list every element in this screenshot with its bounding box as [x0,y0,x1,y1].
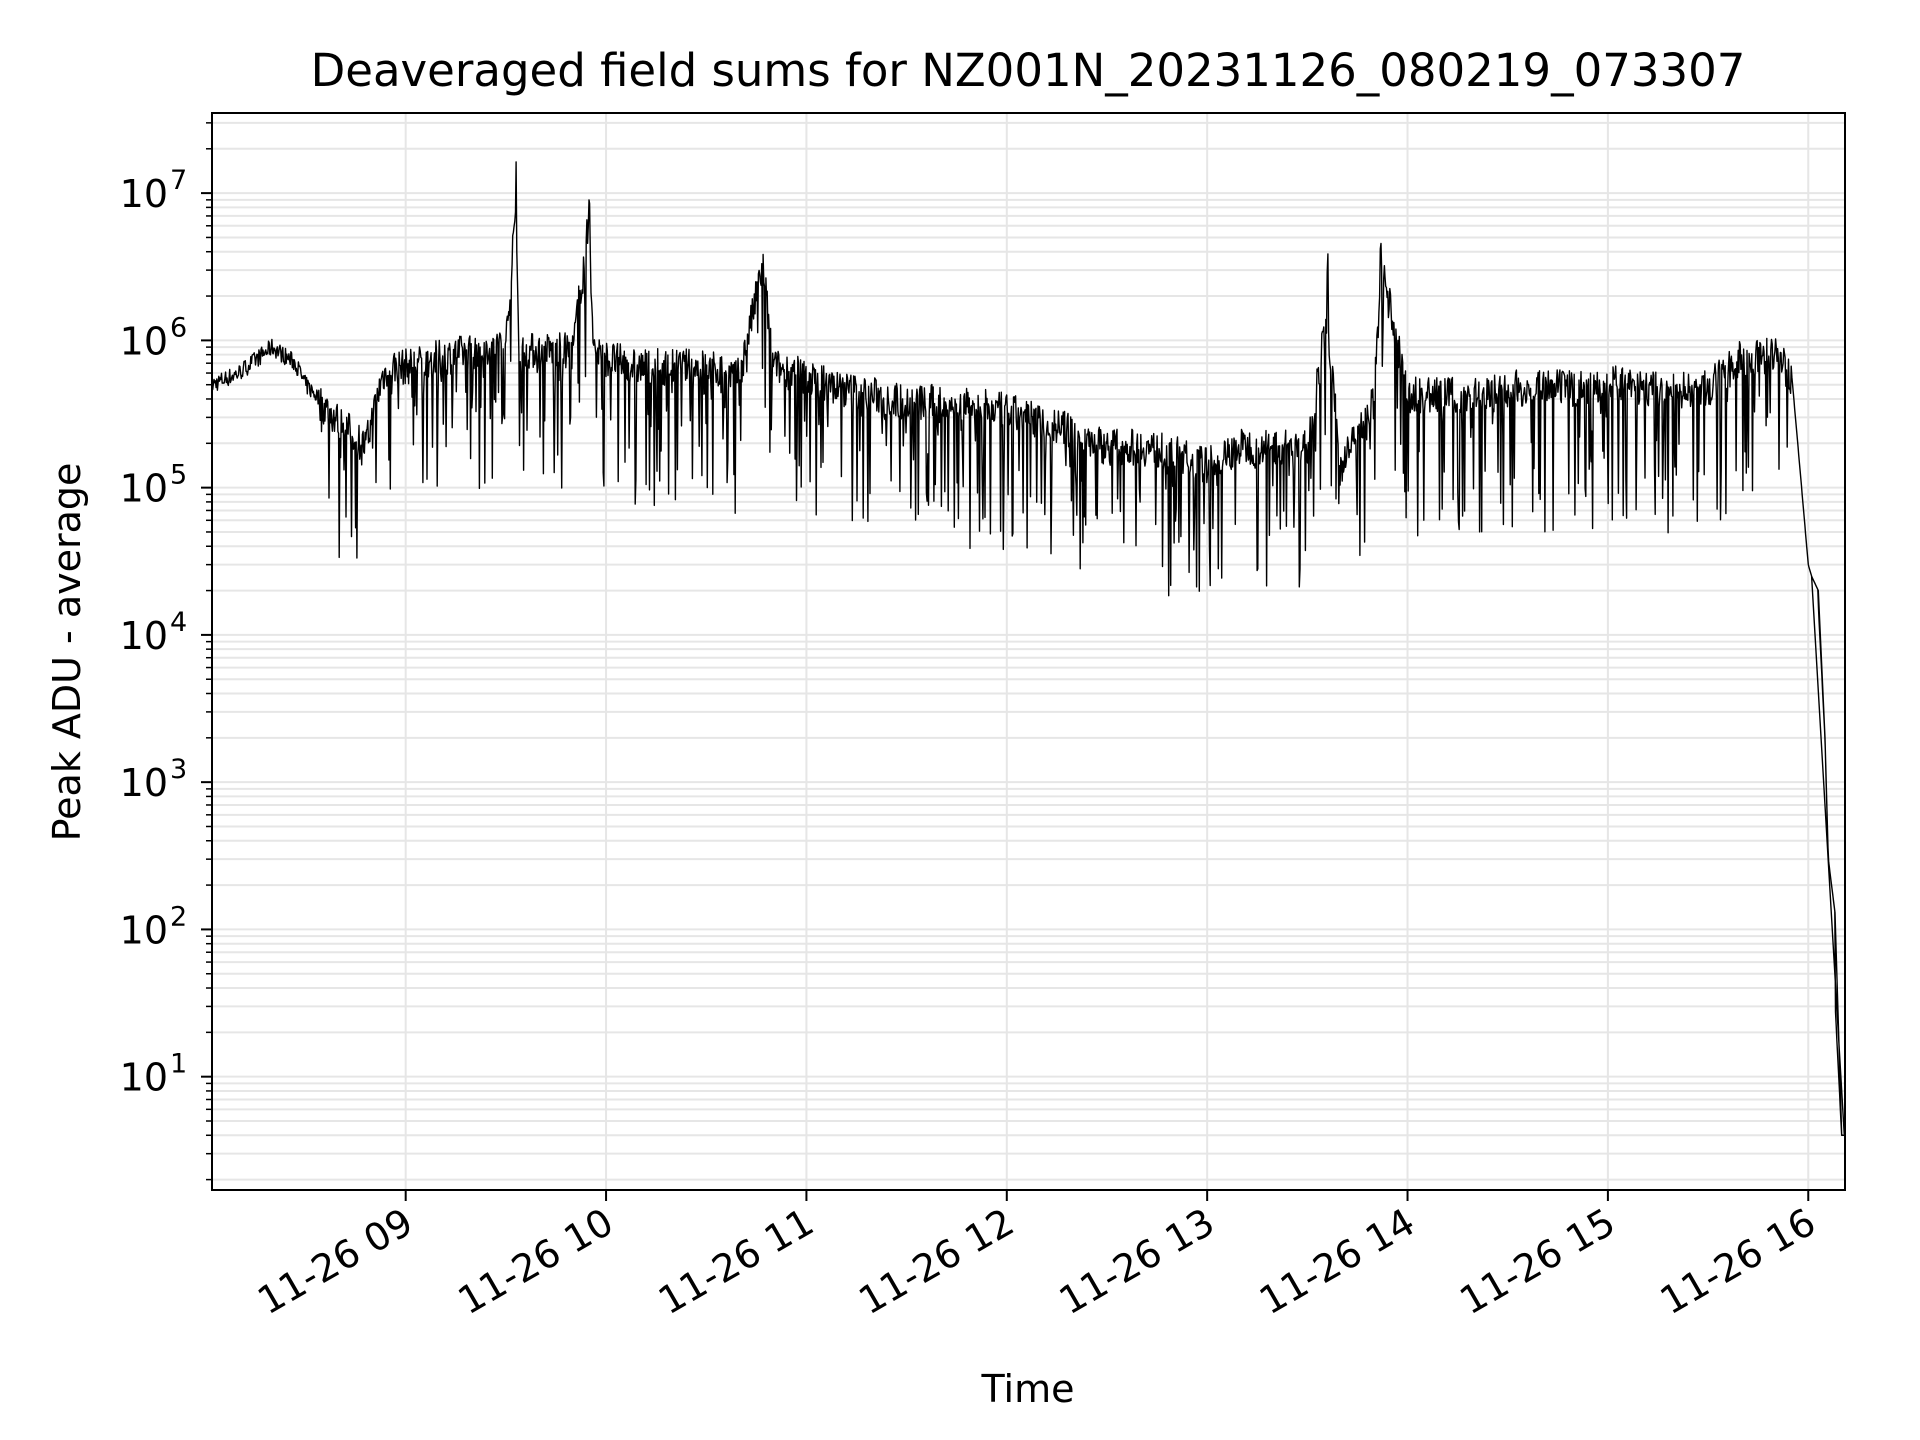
y-tick-label: 10 [120,614,168,658]
y-tick-label: 10 [120,908,168,952]
y-tick-label: 10 [120,467,168,511]
chart-title: Deaveraged field sums for NZ001N_2023112… [311,44,1746,97]
y-tick-exponent: 2 [170,901,187,932]
y-tick-exponent: 6 [170,312,187,343]
y-tick-label: 10 [120,172,168,216]
y-tick-label: 10 [120,1056,168,1100]
y-tick-exponent: 7 [170,165,187,196]
major-gridlines [212,113,1845,1190]
y-tick-exponent: 3 [170,754,187,785]
y-axis-label: Peak ADU - average [45,463,89,842]
plot-frame [211,112,1846,1191]
y-tick-exponent: 4 [170,607,187,638]
x-axis-label: Time [981,1367,1075,1411]
y-tick-label: 10 [120,319,168,363]
y-tick-exponent: 1 [170,1049,187,1080]
y-tick-label: 10 [120,761,168,805]
series-line [211,161,1845,1136]
y-tick-exponent: 5 [170,460,187,491]
